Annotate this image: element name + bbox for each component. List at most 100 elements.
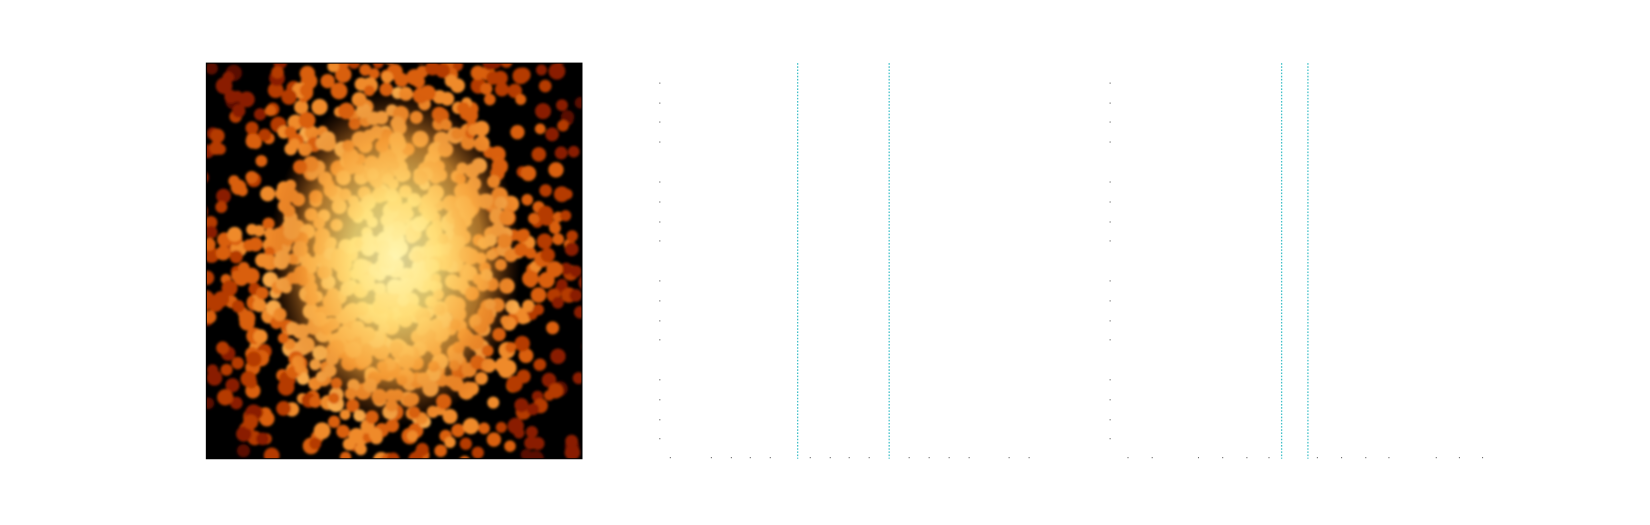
image-blob <box>254 108 267 121</box>
image-blob <box>215 201 228 214</box>
image-blob <box>486 71 500 85</box>
axes <box>659 63 1484 459</box>
image-blob <box>294 100 309 115</box>
image-blob <box>343 23 354 34</box>
image-blob <box>144 213 160 229</box>
image-blob <box>513 0 526 9</box>
image-blob <box>632 228 644 240</box>
image-blob <box>284 142 298 156</box>
image-blob <box>648 214 661 227</box>
image-blob <box>309 437 322 450</box>
image-blob <box>125 282 137 294</box>
image-blob <box>546 321 560 335</box>
bottom-tick <box>710 457 712 459</box>
left-tick <box>659 201 661 203</box>
image-blob <box>569 289 582 302</box>
image-blob <box>239 315 255 331</box>
image-blob <box>514 398 529 413</box>
image-blob <box>434 444 447 458</box>
left-tick <box>659 320 661 322</box>
image-blob <box>252 298 267 313</box>
image-blob <box>206 225 218 239</box>
image-blob <box>459 437 472 450</box>
image-blob <box>206 270 215 285</box>
image-blob <box>595 330 611 346</box>
image-blob <box>437 520 454 525</box>
image-blob <box>534 123 546 135</box>
image-blob <box>537 205 554 222</box>
image-blob <box>558 63 564 64</box>
bottom-tick <box>968 457 970 459</box>
image-blob <box>258 128 272 142</box>
image-blob <box>188 252 199 263</box>
bottom-tick <box>1127 457 1129 459</box>
image-blob <box>531 147 547 162</box>
image-blob <box>368 68 380 80</box>
image-blob <box>231 356 244 370</box>
image-blob <box>260 473 275 488</box>
image-blob <box>486 468 500 482</box>
image-blob <box>541 372 557 388</box>
image-blob <box>486 432 502 447</box>
image-blob <box>376 38 392 54</box>
image-blob <box>527 403 540 416</box>
image-blob <box>569 265 582 278</box>
image-blob <box>560 210 572 222</box>
bottom-tick <box>769 457 771 459</box>
image-blob <box>574 97 582 109</box>
image-blob <box>539 184 552 197</box>
image-blob <box>419 63 423 64</box>
left-tick <box>1109 201 1111 203</box>
bottom-tick <box>1458 457 1460 459</box>
image-blob <box>281 89 297 105</box>
image-blob <box>216 188 231 204</box>
image-blob <box>206 172 209 183</box>
image-blob <box>260 186 276 202</box>
image-blob <box>563 469 578 484</box>
image-blob <box>406 430 418 442</box>
image-blob <box>206 397 215 410</box>
image-blob <box>525 451 538 459</box>
image-blob <box>530 287 547 303</box>
image-blob <box>206 299 211 311</box>
image-blob <box>532 304 544 316</box>
image-blob <box>607 331 621 345</box>
image-blob <box>572 372 582 385</box>
image-blob <box>617 262 634 279</box>
left-tick <box>659 399 661 401</box>
image-panel <box>125 0 661 525</box>
image-blob <box>598 123 611 136</box>
image-blob <box>451 423 465 438</box>
image-blob <box>566 230 578 242</box>
image-blob <box>228 175 240 187</box>
image-blob <box>243 414 259 430</box>
image-blob <box>521 194 534 206</box>
image-blob <box>253 329 268 344</box>
left-tick <box>1109 102 1111 104</box>
image-blob <box>545 127 559 142</box>
image-blob <box>299 83 314 98</box>
bottom-tick <box>1388 457 1390 459</box>
image-blob <box>255 155 268 167</box>
image-blob <box>618 384 630 396</box>
bottom-tick <box>1268 457 1270 459</box>
image-blob <box>330 82 348 100</box>
image-blob <box>133 385 149 401</box>
image-blob <box>510 124 525 140</box>
left-tick <box>659 141 661 143</box>
image-blob <box>515 94 527 105</box>
image-blob <box>209 140 224 155</box>
image-blob <box>435 63 451 78</box>
image-blob <box>471 446 484 459</box>
image-blob <box>548 162 564 178</box>
image-blob <box>483 503 497 517</box>
image-blob <box>242 239 256 252</box>
image-blob <box>172 333 187 348</box>
left-tick <box>659 240 661 242</box>
image-blob <box>156 163 168 175</box>
image-blob <box>551 296 564 309</box>
left-tick <box>659 379 661 381</box>
image-blob <box>313 422 331 440</box>
image-blob <box>245 376 258 389</box>
image-blob <box>522 270 539 287</box>
